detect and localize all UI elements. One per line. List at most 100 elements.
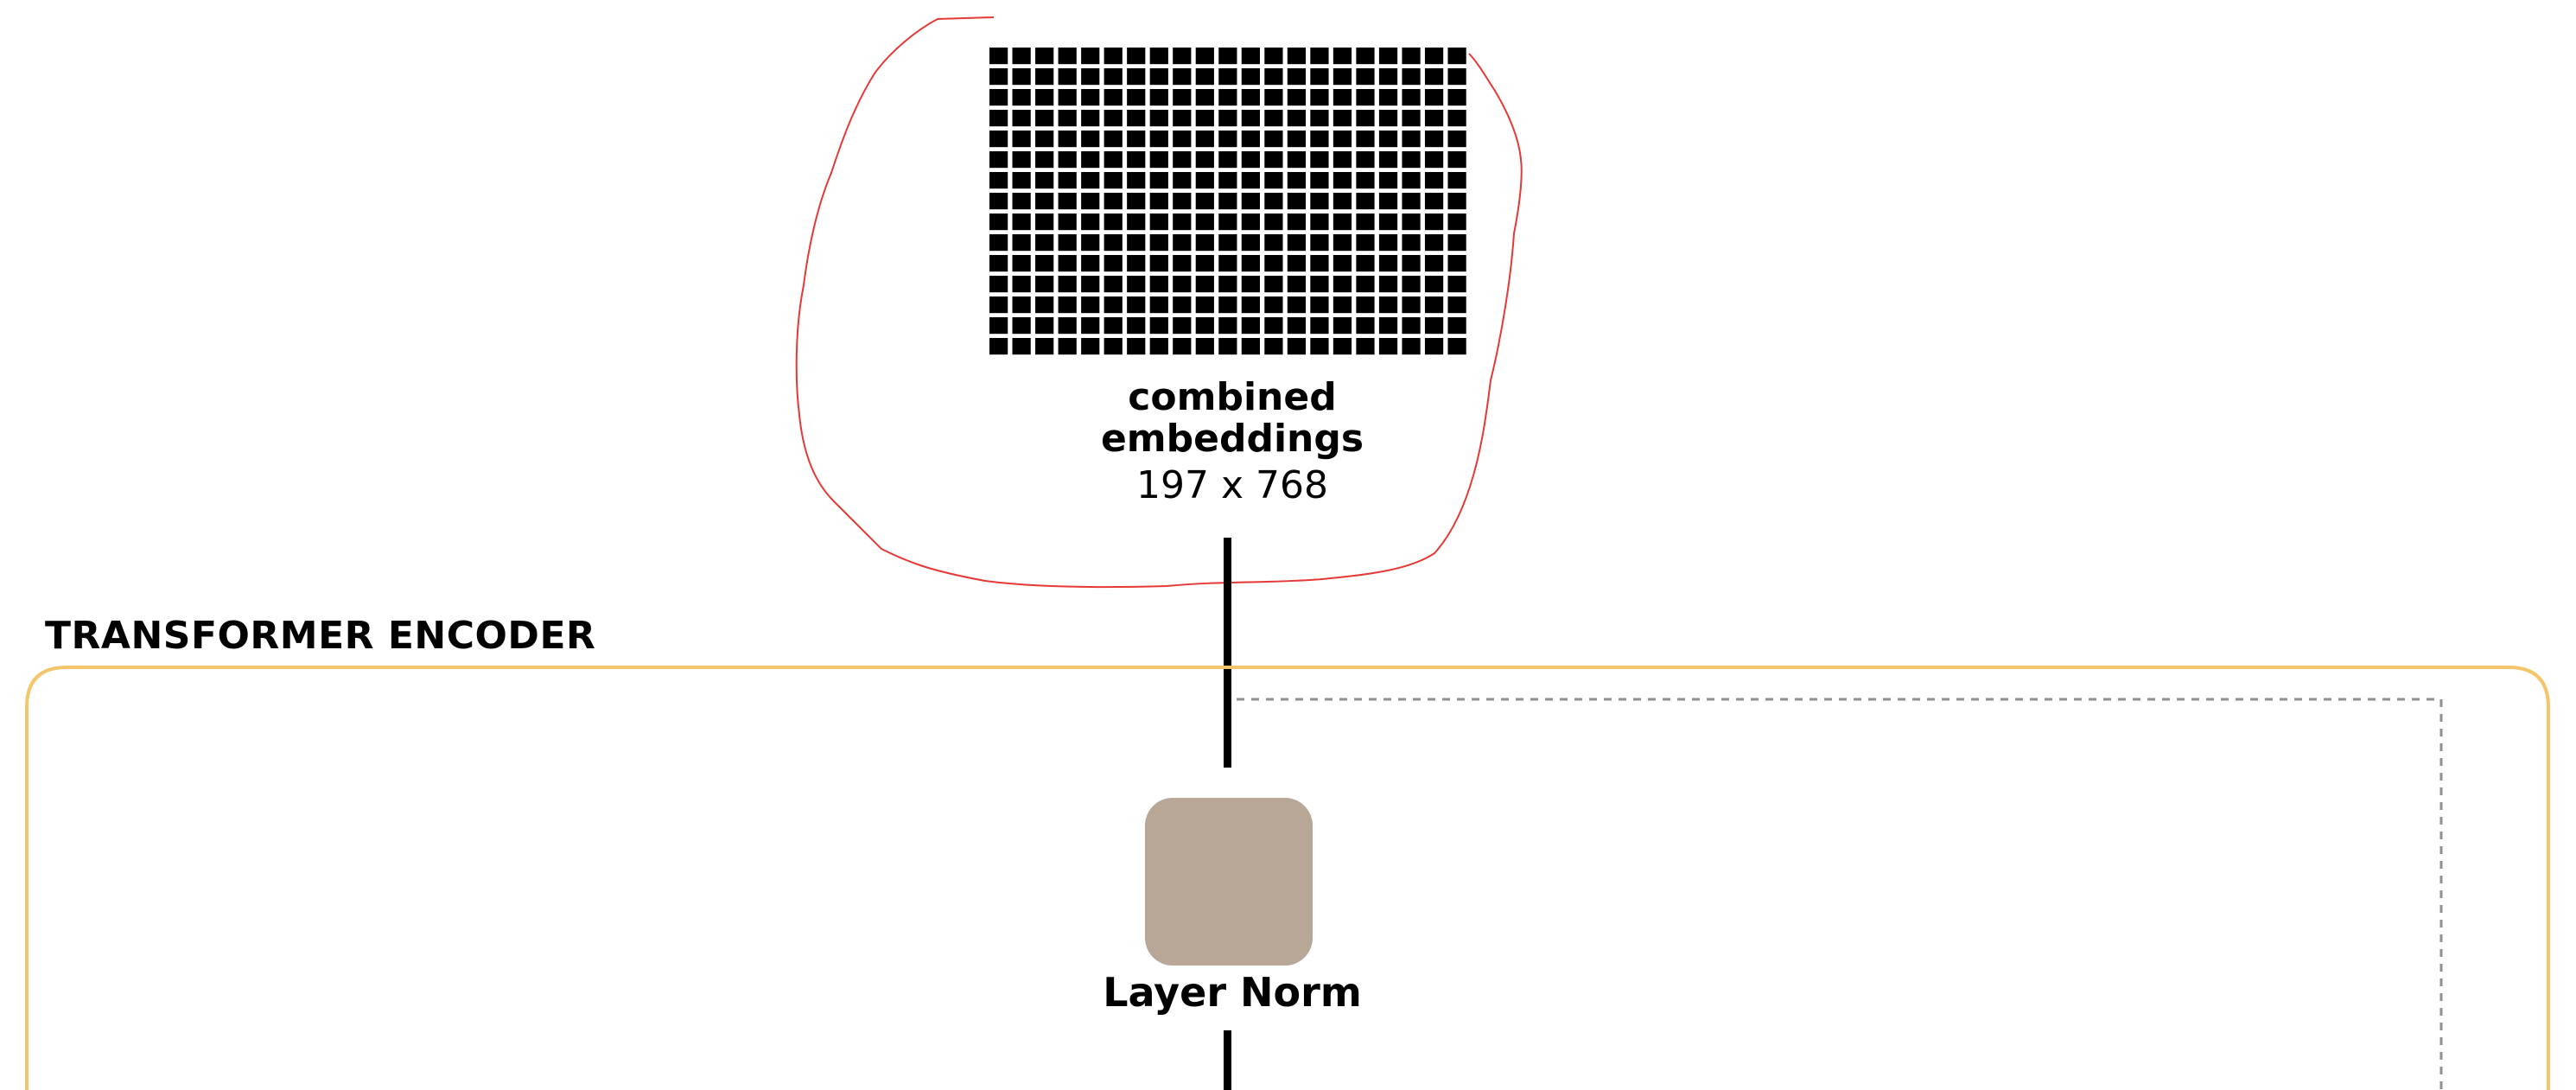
embedding-cell [1264,214,1283,231]
embedding-cell [1149,110,1168,127]
embedding-cell [1127,255,1146,272]
red-annotation-outline [795,16,1523,589]
embedding-cell [1287,193,1307,210]
embedding-cell [1173,214,1192,231]
embedding-cell [1149,255,1168,272]
connector-line-top [1224,538,1231,768]
embedding-cell [1264,338,1283,355]
embedding-cell [1035,89,1054,106]
embedding-cell [1012,255,1031,272]
embedding-cell [1104,68,1123,86]
embedding-cell [1012,317,1031,335]
embedding-cell [1081,110,1100,127]
embedding-cell [1264,234,1283,252]
layer-norm-block [1145,798,1313,966]
embedding-cell [1035,276,1054,293]
embedding-cell [1127,89,1146,106]
embedding-cell [1104,276,1123,293]
embedding-cell [1173,89,1192,106]
embedding-cell [1287,276,1307,293]
embedding-cell [1195,89,1214,106]
embedding-cell [1241,131,1260,148]
embedding-cell [1104,89,1123,106]
embedding-cell [1356,255,1375,272]
embedding-cell [1310,193,1329,210]
embedding-cell [1081,255,1100,272]
embedding-cell [1264,193,1283,210]
embedding-cell [1287,234,1307,252]
embedding-cell [1149,338,1168,355]
embedding-cell [1333,131,1352,148]
embedding-cell [1424,276,1444,293]
embedding-cell [1287,48,1307,65]
embedding-cell [1127,317,1146,335]
embedding-cell [1218,317,1237,335]
embedding-cell [989,296,1008,314]
embedding-cell [1081,234,1100,252]
embedding-cell [1378,172,1398,189]
embedding-cell [1058,255,1077,272]
embedding-cell [1356,276,1375,293]
embedding-cell [1402,131,1421,148]
embedding-cell [1012,172,1031,189]
embedding-cell [1173,48,1192,65]
embedding-cell [1081,214,1100,231]
embedding-cell [1424,110,1444,127]
embedding-cell [1081,276,1100,293]
embedding-cell [1447,110,1466,127]
embedding-cell [1058,110,1077,127]
embedding-cell [1127,151,1146,169]
embedding-cell [1149,151,1168,169]
embedding-cell [989,110,1008,127]
embedding-cell [1104,131,1123,148]
embedding-cell [1402,317,1421,335]
embedding-cell [1287,110,1307,127]
embedding-cell [1378,255,1398,272]
embedding-cell [1402,276,1421,293]
embedding-cell [1241,338,1260,355]
encoder-title: TRANSFORMER ENCODER [45,614,596,658]
embedding-cell [1356,89,1375,106]
embedding-cell [1149,296,1168,314]
embedding-cell [1173,276,1192,293]
embedding-cell [1378,48,1398,65]
embedding-cell [1333,296,1352,314]
embedding-cell [1310,276,1329,293]
embedding-cell [1424,214,1444,231]
embedding-cell [1149,172,1168,189]
embedding-cell [1241,317,1260,335]
embedding-cell [1378,234,1398,252]
embedding-cell [1241,48,1260,65]
embedding-cell [1333,172,1352,189]
embedding-cell [1333,68,1352,86]
embedding-cell [1195,172,1214,189]
embedding-cell [1424,338,1444,355]
embedding-cell [1287,214,1307,231]
embedding-cell [1447,172,1466,189]
encoder-border [25,666,2550,1090]
embedding-cell [1287,151,1307,169]
embedding-cell [1012,89,1031,106]
embedding-cell [1218,89,1237,106]
embedding-cell [989,151,1008,169]
embedding-cell [1218,48,1237,65]
embedding-cell [1402,172,1421,189]
connector-line-bottom [1224,1030,1231,1090]
embedding-cell [1402,255,1421,272]
embedding-cell [1127,276,1146,293]
embedding-cell [1195,338,1214,355]
embedding-cell [1104,338,1123,355]
embedding-cell [1424,193,1444,210]
embedding-cell [1310,110,1329,127]
embedding-cell [1447,131,1466,148]
embedding-cell [1424,172,1444,189]
embedding-cell [1149,131,1168,148]
embedding-cell [1447,276,1466,293]
embedding-cell [1127,214,1146,231]
embedding-cell [1104,48,1123,65]
embedding-cell [1035,317,1054,335]
embeddings-grid [989,48,1466,355]
embedding-cell [1402,68,1421,86]
embedding-cell [1424,68,1444,86]
embedding-cell [1264,255,1283,272]
